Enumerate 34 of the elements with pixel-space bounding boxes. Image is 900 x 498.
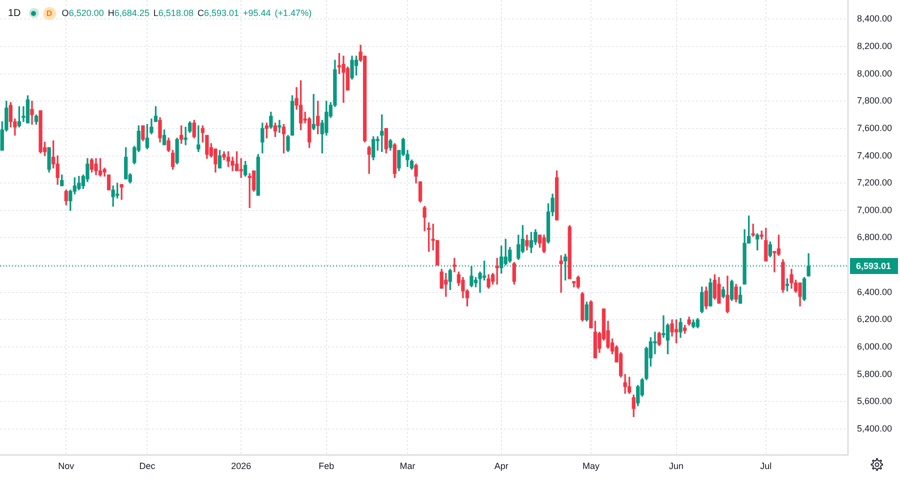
x-tick-label: May (582, 460, 600, 471)
candlestick (772, 251, 776, 272)
y-tick-label: 7,600.00 (857, 122, 892, 133)
x-tick-label: Jun (669, 460, 684, 471)
y-tick-label: 8,200.00 (857, 40, 892, 51)
y-tick-label: 7,200.00 (857, 178, 892, 188)
y-tick-label: 6,000.00 (857, 342, 892, 352)
candlestick (342, 56, 346, 103)
y-tick-label: 6,400.00 (857, 286, 892, 297)
y-tick-label: 6,800.00 (857, 232, 892, 242)
x-tick-label: Nov (58, 460, 75, 471)
text: O6,520.00 H6,684.25 L6,518.08 C6,593.01 +95.44 (+1.47%) (62, 8, 312, 18)
x-tick-label: Apr (494, 460, 508, 471)
y-tick-label: 7,400.00 (857, 150, 892, 160)
x-tick-label: 2026 (231, 460, 252, 471)
x-tick-label: Feb (318, 460, 334, 471)
y-tick-label: 6,200.00 (857, 314, 892, 324)
candlestick (278, 120, 282, 133)
candlestick (452, 258, 456, 272)
y-tick-label: 8,400.00 (857, 14, 892, 24)
x-tick-label: Jul (760, 460, 772, 471)
y-tick-label: 8,000.00 (857, 68, 892, 78)
y-tick-label: 7,000.00 (857, 204, 892, 215)
x-tick-label: Dec (139, 460, 156, 471)
y-tick-label: 5,400.00 (857, 424, 892, 434)
y-tick-label: 5,600.00 (857, 396, 892, 406)
candlestick (239, 158, 243, 178)
y-tick-label: 5,800.00 (857, 368, 892, 379)
y-tick-label: 7,800.00 (857, 96, 892, 106)
candlestick (662, 315, 666, 338)
x-tick-label: Mar (400, 460, 416, 471)
text: 1D (8, 8, 21, 18)
ref-line-label: 6,593.01 (856, 261, 892, 272)
candlestick (653, 332, 657, 354)
